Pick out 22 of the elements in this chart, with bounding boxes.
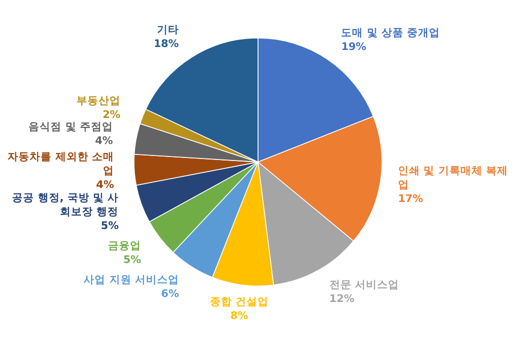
- slice-label: 음식점 및 주점업: [28, 120, 113, 134]
- slice-label: 공공 행정, 국방 및 사회보장 행정: [11, 191, 119, 220]
- data-label: 6%: [160, 286, 179, 301]
- data-label: 5%: [100, 219, 119, 234]
- data-label: 18%: [154, 37, 179, 52]
- slice-label: 자동차를 제외한 소매업: [6, 150, 114, 178]
- slice-label: 종합 건설업: [210, 294, 269, 309]
- slice-label: 전문 서비스업: [329, 278, 399, 292]
- data-label: 19%: [341, 40, 368, 54]
- slice-label: 부동산업: [76, 94, 120, 108]
- slice-label: 인쇄 및 기록매체 복제업: [398, 164, 509, 192]
- slice-label: 도매 및 상품 중개업: [341, 26, 440, 40]
- data-label: 2%: [102, 108, 120, 122]
- data-label: 4%: [94, 134, 113, 148]
- data-label: 12%: [329, 292, 356, 306]
- data-label: 8%: [229, 308, 250, 323]
- data-label: 17%: [398, 192, 424, 206]
- data-label: 4%: [95, 178, 114, 192]
- slice-label: 기타: [156, 23, 179, 38]
- slice-label: 금융업: [108, 238, 142, 253]
- data-label: 5%: [122, 252, 142, 267]
- slice-label: 사업 지원 서비스업: [84, 272, 179, 287]
